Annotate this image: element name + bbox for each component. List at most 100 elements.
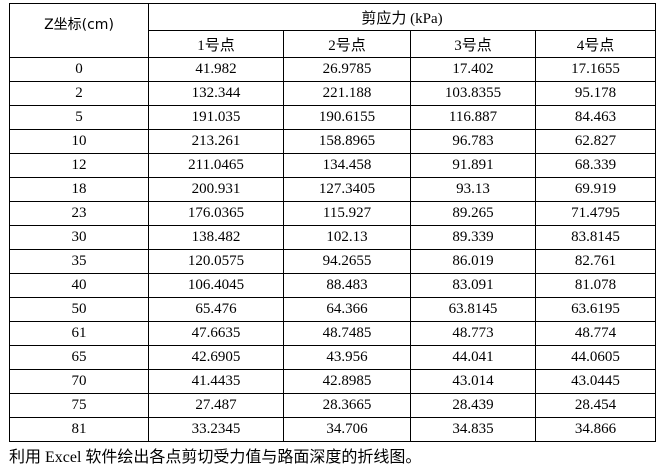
value-cell: 213.261 (148, 129, 284, 154)
value-cell: 68.339 (535, 153, 656, 178)
value-cell: 71.4795 (535, 201, 656, 226)
value-cell: 83.091 (410, 273, 536, 298)
header-row: 1号点 2号点 3号点 4号点 (10, 30, 656, 58)
value-cell: 43.0445 (535, 369, 656, 394)
value-cell: 17.1655 (535, 57, 656, 82)
value-cell: 63.8145 (410, 297, 536, 322)
value-cell: 48.773 (410, 321, 536, 346)
value-cell: 127.3405 (283, 177, 411, 202)
depth-cell: 65 (9, 345, 149, 370)
value-cell: 116.887 (410, 105, 536, 130)
depth-cell: 0 (9, 57, 149, 82)
table-row: 35 120.0575 94.2655 86.019 82.761 (9, 249, 656, 274)
table-row: 50 65.476 64.366 63.8145 63.6195 (9, 297, 656, 322)
value-cell: 34.706 (283, 417, 411, 442)
value-cell: 103.8355 (410, 81, 536, 106)
depth-cell: 81 (9, 417, 149, 442)
depth-cell: 40 (9, 273, 149, 298)
value-cell: 138.482 (148, 225, 284, 250)
depth-cell: 30 (9, 225, 149, 250)
value-cell: 65.476 (148, 297, 284, 322)
value-cell: 34.835 (410, 417, 536, 442)
value-cell: 115.927 (283, 201, 411, 226)
z-header: Z坐标(cm) (9, 3, 149, 58)
value-cell: 81.078 (535, 273, 656, 298)
value-cell: 62.827 (535, 129, 656, 154)
depth-cell: 61 (9, 321, 149, 346)
table-row: 40 106.4045 88.483 83.091 81.078 (9, 273, 656, 298)
value-cell: 69.919 (535, 177, 656, 202)
value-cell: 89.265 (410, 201, 536, 226)
value-cell: 102.13 (283, 225, 411, 250)
depth-cell: 23 (9, 201, 149, 226)
value-cell: 48.7485 (283, 321, 411, 346)
value-cell: 94.2655 (283, 249, 411, 274)
value-cell: 48.774 (535, 321, 656, 346)
depth-cell: 10 (9, 129, 149, 154)
value-cell: 33.2345 (148, 417, 284, 442)
value-cell: 43.014 (410, 369, 536, 394)
table-row: 81 33.2345 34.706 34.835 34.866 (9, 417, 656, 442)
value-cell: 89.339 (410, 225, 536, 250)
value-cell: 120.0575 (148, 249, 284, 274)
value-cell: 211.0465 (148, 153, 284, 178)
value-cell: 44.041 (410, 345, 536, 370)
value-cell: 28.3665 (283, 393, 411, 418)
data-table: Z坐标(cm) 剪应力 (kPa) 1号点 2号点 3号点 4号点 0 41.982 26… (9, 3, 656, 442)
value-cell: 106.4045 (148, 273, 284, 298)
value-cell: 42.6905 (148, 345, 284, 370)
value-cell: 91.891 (410, 153, 536, 178)
value-cell: 134.458 (283, 153, 411, 178)
table-row: 18 200.931 127.3405 93.13 69.919 (9, 177, 656, 202)
value-cell: 93.13 (410, 177, 536, 202)
table-body: 0 41.982 26.9785 17.402 17.1655 2 132.344 221.1… (9, 57, 656, 442)
column-header: 3号点 (410, 30, 536, 58)
value-cell: 44.0605 (535, 345, 656, 370)
depth-cell: 5 (9, 105, 149, 130)
table-row: 12 211.0465 134.458 91.891 68.339 (9, 153, 656, 178)
value-cell: 86.019 (410, 249, 536, 274)
table-row: 10 213.261 158.8965 96.783 62.827 (9, 129, 656, 154)
depth-cell: 50 (9, 297, 149, 322)
value-cell: 41.982 (148, 57, 284, 82)
value-cell: 200.931 (148, 177, 284, 202)
value-cell: 158.8965 (283, 129, 411, 154)
value-cell: 221.188 (283, 81, 411, 106)
table-row: 0 41.982 26.9785 17.402 17.1655 (9, 57, 656, 82)
value-cell: 84.463 (535, 105, 656, 130)
table-row: 30 138.482 102.13 89.339 83.8145 (9, 225, 656, 250)
value-cell: 63.6195 (535, 297, 656, 322)
depth-cell: 18 (9, 177, 149, 202)
value-cell: 88.483 (283, 273, 411, 298)
table-row: 2 132.344 221.188 103.8355 95.178 (9, 81, 656, 106)
value-cell: 27.487 (148, 393, 284, 418)
header-row: Z坐标(cm) 剪应力 (kPa) (9, 3, 656, 58)
table-row: 5 191.035 190.6155 116.887 84.463 (9, 105, 656, 130)
value-cell: 41.4435 (148, 369, 284, 394)
value-cell: 64.366 (283, 297, 411, 322)
value-cell: 190.6155 (283, 105, 411, 130)
value-cell: 176.0365 (148, 201, 284, 226)
table-row: 61 47.6635 48.7485 48.773 48.774 (9, 321, 656, 346)
value-cell: 191.035 (148, 105, 284, 130)
table-row: 75 27.487 28.3665 28.439 28.454 (9, 393, 656, 418)
caption: 利用 Excel 软件绘出各点剪切受力值与路面深度的折线图。 (9, 449, 422, 466)
depth-cell: 35 (9, 249, 149, 274)
value-cell: 42.8985 (283, 369, 411, 394)
value-cell: 43.956 (283, 345, 411, 370)
value-cell: 17.402 (410, 57, 536, 82)
value-cell: 26.9785 (283, 57, 411, 82)
value-cell: 28.439 (410, 393, 536, 418)
table-row: 65 42.6905 43.956 44.041 44.0605 (9, 345, 656, 370)
value-cell: 96.783 (410, 129, 536, 154)
value-cell: 47.6635 (148, 321, 284, 346)
table-row: 23 176.0365 115.927 89.265 71.4795 (9, 201, 656, 226)
value-cell: 82.761 (535, 249, 656, 274)
group-header: 剪应力 (kPa) (148, 3, 656, 31)
value-cell: 95.178 (535, 81, 656, 106)
depth-cell: 12 (9, 153, 149, 178)
value-cell: 132.344 (148, 81, 284, 106)
depth-cell: 75 (9, 393, 149, 418)
depth-cell: 70 (9, 369, 149, 394)
